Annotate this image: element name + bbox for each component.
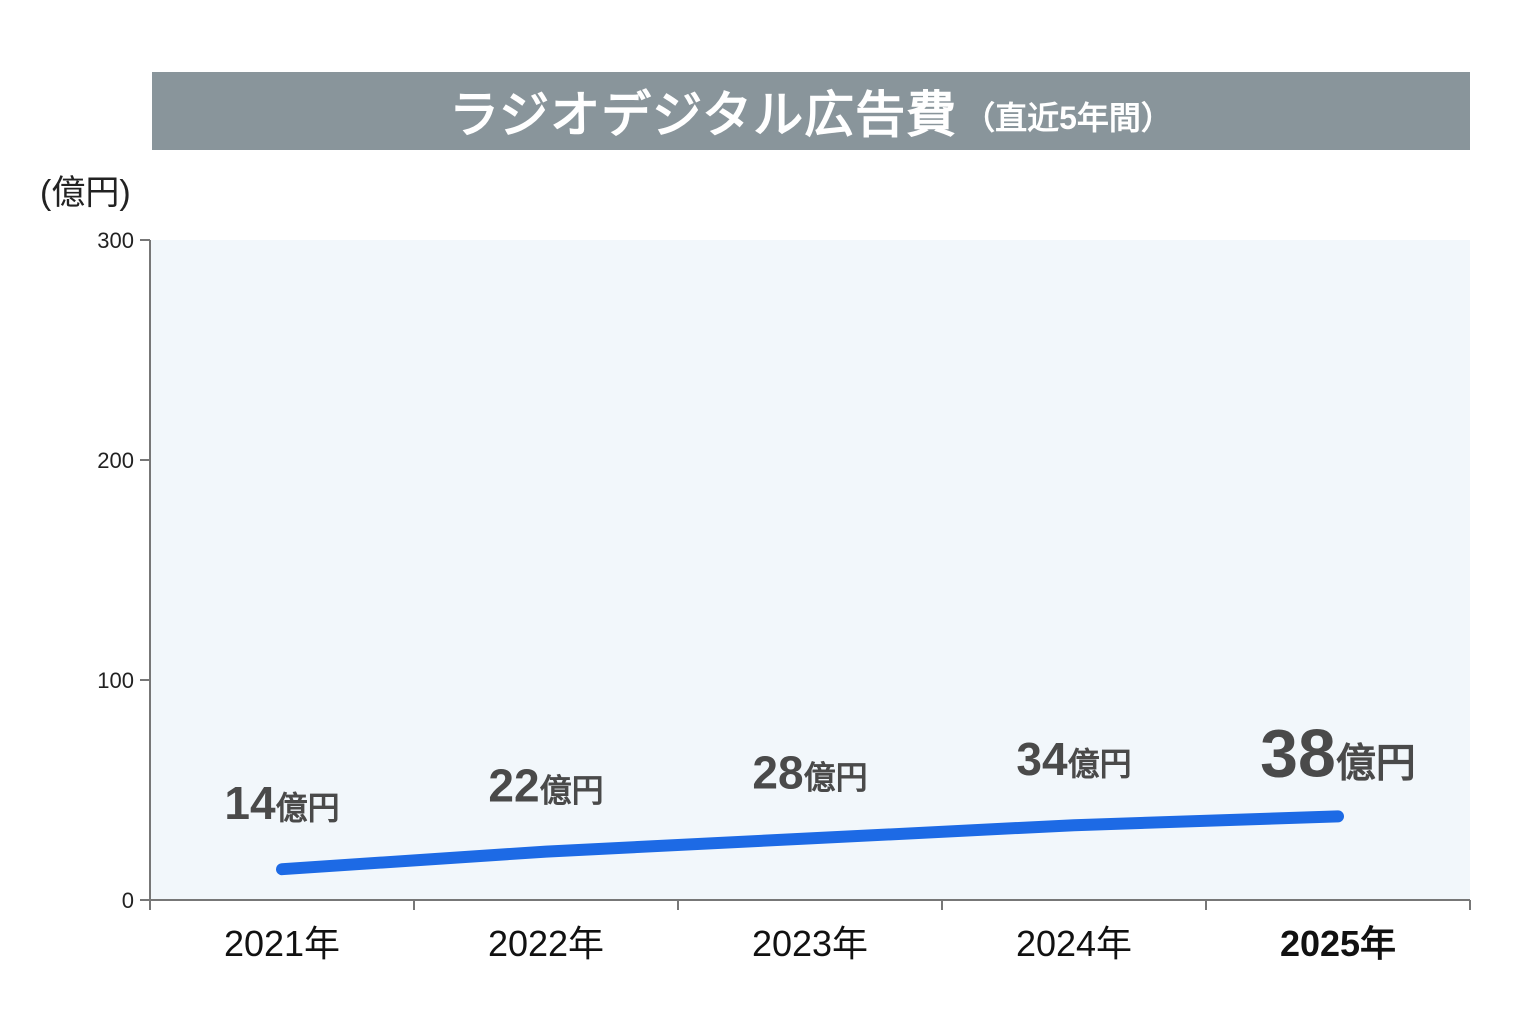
chart-title-bar: ラジオデジタル広告費 （直近5年間） (152, 72, 1470, 150)
data-label-0: 14億円 (224, 777, 339, 829)
data-label-4: 38億円 (1260, 715, 1416, 791)
data-label-unit-4: 億円 (1336, 741, 1416, 785)
x-label-2: 2023年 (752, 923, 868, 964)
data-label-unit-2: 億円 (804, 759, 868, 795)
data-label-value-0: 14 (224, 777, 276, 829)
x-label-1: 2022年 (488, 923, 604, 964)
series-line (276, 810, 1344, 876)
chart-subtitle: （直近5年間） (963, 100, 1173, 136)
y-tick-label-100: 100 (97, 668, 134, 693)
y-axis-unit-label: (億円) (40, 174, 131, 212)
x-label-0: 2021年 (224, 923, 340, 964)
plot-area (150, 240, 1470, 900)
data-label-value-2: 28 (752, 746, 803, 798)
data-label-value-3: 34 (1016, 733, 1068, 785)
data-label-unit-0: 億円 (276, 790, 340, 826)
data-label-2: 28億円 (752, 746, 867, 798)
x-label-4: 2025年 (1280, 923, 1396, 964)
data-label-1: 22億円 (488, 760, 603, 812)
data-label-unit-1: 億円 (540, 773, 604, 809)
data-label-3: 34億円 (1016, 733, 1131, 785)
data-label-value-4: 38 (1260, 715, 1336, 791)
y-tick-label-300: 300 (97, 228, 134, 253)
data-label-unit-3: 億円 (1068, 746, 1132, 782)
data-label-value-1: 22 (488, 760, 539, 812)
chart-title: ラジオデジタル広告費 (449, 87, 958, 143)
y-tick-label-200: 200 (97, 448, 134, 473)
y-tick-label-0: 0 (122, 888, 134, 913)
x-label-3: 2024年 (1016, 923, 1132, 964)
